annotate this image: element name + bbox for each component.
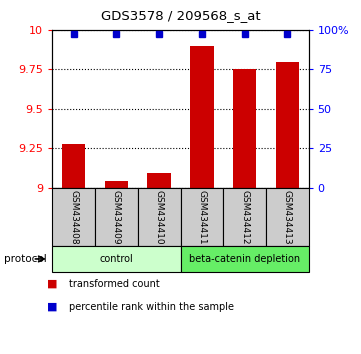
Text: percentile rank within the sample: percentile rank within the sample <box>69 302 234 312</box>
Text: GSM434412: GSM434412 <box>240 190 249 244</box>
Text: beta-catenin depletion: beta-catenin depletion <box>189 254 300 264</box>
Text: GDS3578 / 209568_s_at: GDS3578 / 209568_s_at <box>101 9 260 22</box>
Bar <box>275 62 299 188</box>
Text: GSM434408: GSM434408 <box>69 189 78 244</box>
Bar <box>147 173 171 188</box>
Text: GSM434410: GSM434410 <box>155 189 164 244</box>
Bar <box>62 143 86 188</box>
Text: GSM434413: GSM434413 <box>283 189 292 244</box>
Text: transformed count: transformed count <box>69 279 159 289</box>
Bar <box>233 69 256 188</box>
Bar <box>190 46 214 188</box>
Text: GSM434409: GSM434409 <box>112 189 121 244</box>
Text: ■: ■ <box>47 279 57 289</box>
Bar <box>105 181 128 188</box>
Text: control: control <box>100 254 133 264</box>
Text: protocol: protocol <box>4 254 46 264</box>
Text: ■: ■ <box>47 302 57 312</box>
Text: GSM434411: GSM434411 <box>197 189 206 244</box>
